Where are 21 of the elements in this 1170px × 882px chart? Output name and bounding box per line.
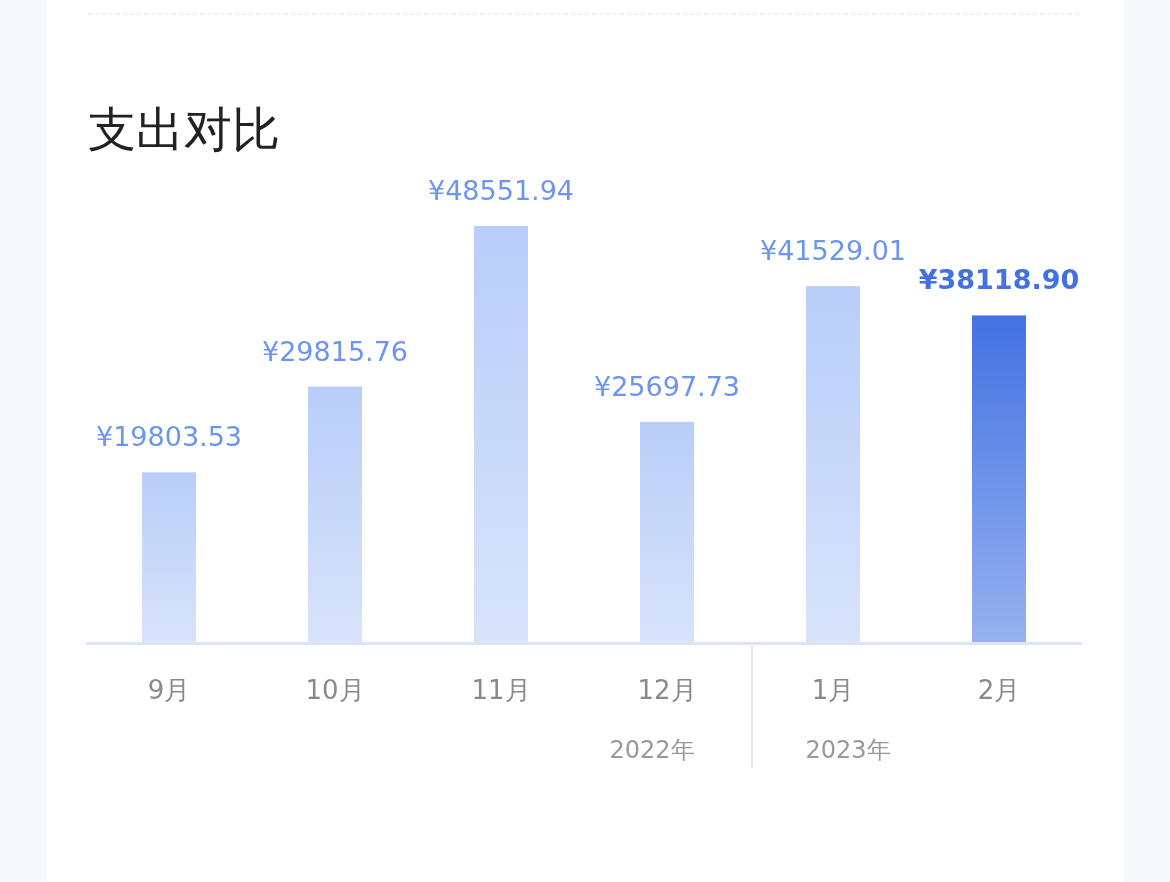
bar <box>806 286 860 642</box>
x-tick-label: 1月 <box>811 675 855 705</box>
x-tick-label: 12月 <box>637 675 697 705</box>
bar <box>640 421 694 642</box>
data-label: ¥38118.90 <box>918 264 1080 296</box>
bar <box>308 386 362 642</box>
x-tick-label: 2月 <box>977 675 1021 705</box>
data-label: ¥29815.76 <box>261 335 409 367</box>
text: 2022年 <box>609 736 695 764</box>
x-tick-label: 11月 <box>471 675 531 705</box>
data-label: ¥41529.01 <box>759 235 907 267</box>
chart-title: 支出对比 <box>88 101 280 157</box>
text: 2023年 <box>805 736 891 764</box>
bar <box>142 472 196 642</box>
bar <box>972 315 1026 642</box>
x-tick-label: 10月 <box>305 675 365 705</box>
data-label: ¥25697.73 <box>593 370 741 402</box>
x-tick-label: 9月 <box>147 675 191 705</box>
data-label: ¥48551.94 <box>427 175 575 206</box>
data-label: ¥19803.53 <box>95 421 243 453</box>
bar <box>474 226 528 642</box>
